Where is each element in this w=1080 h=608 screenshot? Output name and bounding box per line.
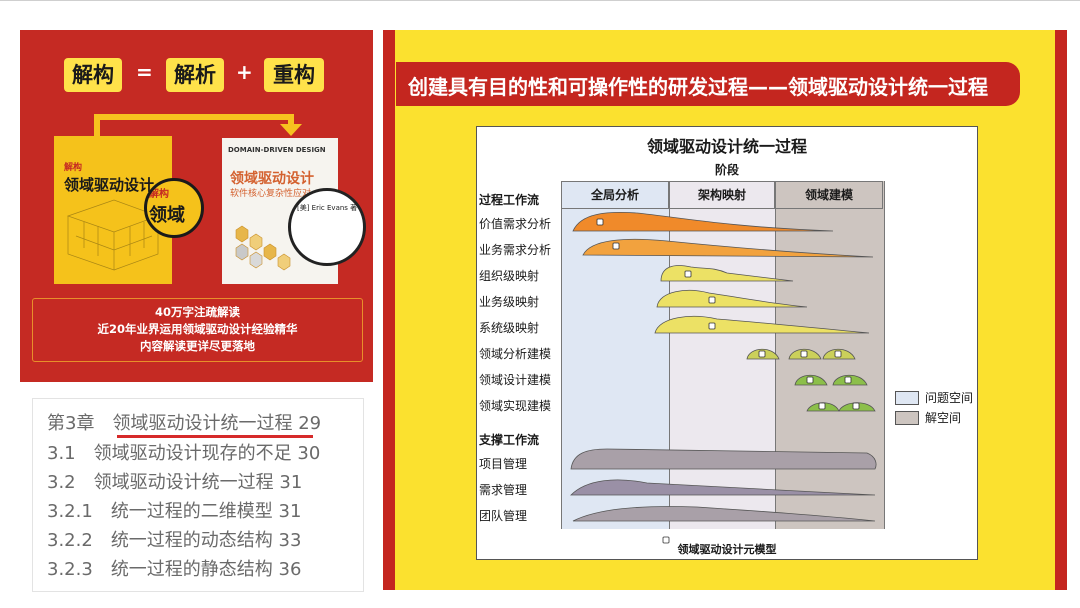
arrow-head-icon <box>280 124 302 136</box>
workload-business-mapping <box>656 290 808 308</box>
book-cover-title: 领域驱动设计 <box>64 176 155 194</box>
promo-line: 近20年业界运用领域驱动设计经验精华 <box>97 322 298 336</box>
phase-column-global-analysis <box>561 181 670 529</box>
workflow-label: 业务需求分析 <box>479 243 552 257</box>
lens-tag: 解构 <box>149 189 169 200</box>
toc-title: 统一过程的静态结构 <box>110 559 273 580</box>
magnifier-lens: 解构 领域 <box>144 178 204 238</box>
book-cover-english-title: DOMAIN-DRIVEN DESIGN <box>228 146 326 154</box>
legend-swatch-problem-space <box>895 391 919 405</box>
arrow-connector <box>94 114 294 120</box>
workflow-label: 项目管理 <box>479 457 528 471</box>
slide-accent-bar <box>1055 30 1067 590</box>
legend-label: 解空间 <box>925 411 962 425</box>
slide-banner: 创建具有目的性和可操作性的研发过程——领域驱动设计统一过程 <box>396 62 1020 106</box>
formula-term-analyze: 解析 <box>166 58 224 92</box>
workload-value-analysis <box>572 211 834 232</box>
top-divider <box>0 0 1080 1</box>
toc-row[interactable]: 3.2.3 统一过程的静态结构 36 <box>47 555 301 581</box>
toc-number: 3.2.3 <box>47 559 93 580</box>
workload-curves <box>570 211 877 544</box>
workflow-label: 需求管理 <box>479 483 528 497</box>
toc-title: 领域驱动设计现存的不足 <box>93 443 292 464</box>
toc-page: 31 <box>278 501 302 522</box>
legend-swatch-solution-space <box>895 411 919 425</box>
toc-title: 统一过程的动态结构 <box>110 530 273 551</box>
arrow-connector <box>288 114 294 126</box>
formula-term-deconstruct: 解构 <box>64 58 122 92</box>
toc-title: 统一过程的二维模型 <box>110 501 273 522</box>
workflow-label: 组织级映射 <box>479 269 540 283</box>
toc-page: 29 <box>298 413 322 434</box>
toc-number: 第3章 <box>47 413 95 434</box>
toc-row[interactable]: 3.2 领域驱动设计统一过程 31 <box>47 468 302 494</box>
formula-term-rebuild: 重构 <box>264 58 324 92</box>
diagram-caption: 领域驱动设计元模型 <box>677 543 777 556</box>
process-diagram: 领域驱动设计统一过程 阶段 全局分析 架构映射 领域建模 过程工作流 价值需求分… <box>476 126 978 560</box>
book-cover-title: 领域驱动设计 <box>230 171 314 187</box>
slide-headline: 创建具有目的性和可操作性的研发过程——领域驱动设计统一过程 <box>408 75 988 99</box>
workflow-label: 业务级映射 <box>479 295 540 309</box>
column-header: 架构映射 <box>669 181 775 209</box>
formula-equals: = <box>136 60 153 84</box>
toc-title: 领域驱动设计统一过程 <box>112 413 293 434</box>
lens-author-text: [美] Eric Evans 著 <box>297 204 358 212</box>
toc-row[interactable]: 3.2.1 统一过程的二维模型 31 <box>47 497 301 523</box>
workload-team-mgmt <box>572 506 876 522</box>
book-promo-panel: 解构 = 解析 + 重构 解构 领域驱动设计 解构 领域 DOMAIN-DRIV… <box>20 30 373 382</box>
meta-model-markers <box>596 218 860 544</box>
toc-row[interactable]: 3.2.2 统一过程的动态结构 33 <box>47 526 301 552</box>
table-of-contents: 第3章 领域驱动设计统一过程 29 3.1 领域驱动设计现存的不足 30 3.2 领域… <box>32 398 364 592</box>
workflow-label: 领域分析建模 <box>479 347 552 361</box>
legend-label: 问题空间 <box>925 391 974 405</box>
toc-row[interactable]: 3.1 领域驱动设计现存的不足 30 <box>47 439 320 465</box>
workload-requirement-mgmt <box>570 479 876 496</box>
column-header: 全局分析 <box>561 181 669 209</box>
workflow-label: 价值需求分析 <box>479 217 552 231</box>
promo-description: 40万字注疏解读 近20年业界运用领域驱动设计经验精华 内容解读更详尽更落地 <box>32 298 363 362</box>
phase-header: 阶段 <box>714 163 739 177</box>
support-workflow-header: 支撑工作流 <box>479 433 540 447</box>
toc-number: 3.2.2 <box>47 530 93 551</box>
workflow-label: 团队管理 <box>479 509 528 523</box>
diagram-title: 领域驱动设计统一过程 <box>646 137 807 156</box>
promo-line: 内容解读更详尽更落地 <box>140 339 255 353</box>
toc-page: 36 <box>278 559 302 580</box>
workload-business-analysis <box>582 238 874 258</box>
toc-page: 30 <box>297 443 321 464</box>
toc-number: 3.1 <box>47 443 76 464</box>
workload-project-mgmt <box>570 448 877 470</box>
magnifier-lens: [美] Eric Evans 著 <box>288 188 366 266</box>
workload-org-mapping <box>660 265 794 282</box>
promo-line: 40万字注疏解读 <box>154 305 240 319</box>
highlight-underline <box>117 435 313 438</box>
workflow-label: 领域设计建模 <box>479 373 552 387</box>
cover-hexagon-art <box>235 225 291 271</box>
process-workflow-header: 过程工作流 <box>479 193 540 207</box>
book-cover-tag: 解构 <box>64 163 83 173</box>
lens-text: 领域 <box>149 205 185 226</box>
arrow-connector <box>94 114 100 136</box>
workload-system-mapping <box>654 316 870 334</box>
workflow-label: 领域实现建模 <box>479 399 552 413</box>
column-header: 领域建模 <box>775 181 883 209</box>
toc-page: 31 <box>279 472 303 493</box>
toc-number: 3.2.1 <box>47 501 93 522</box>
toc-title: 领域驱动设计统一过程 <box>93 472 274 493</box>
toc-row[interactable]: 第3章 领域驱动设计统一过程 29 <box>47 409 321 435</box>
workflow-label: 系统级映射 <box>479 321 540 335</box>
book-cover-subtitle: 软件核心复杂性应对 <box>230 189 312 199</box>
formula-plus: + <box>236 60 253 84</box>
slide-accent-bar <box>383 30 395 590</box>
toc-page: 33 <box>278 530 302 551</box>
toc-number: 3.2 <box>47 472 76 493</box>
